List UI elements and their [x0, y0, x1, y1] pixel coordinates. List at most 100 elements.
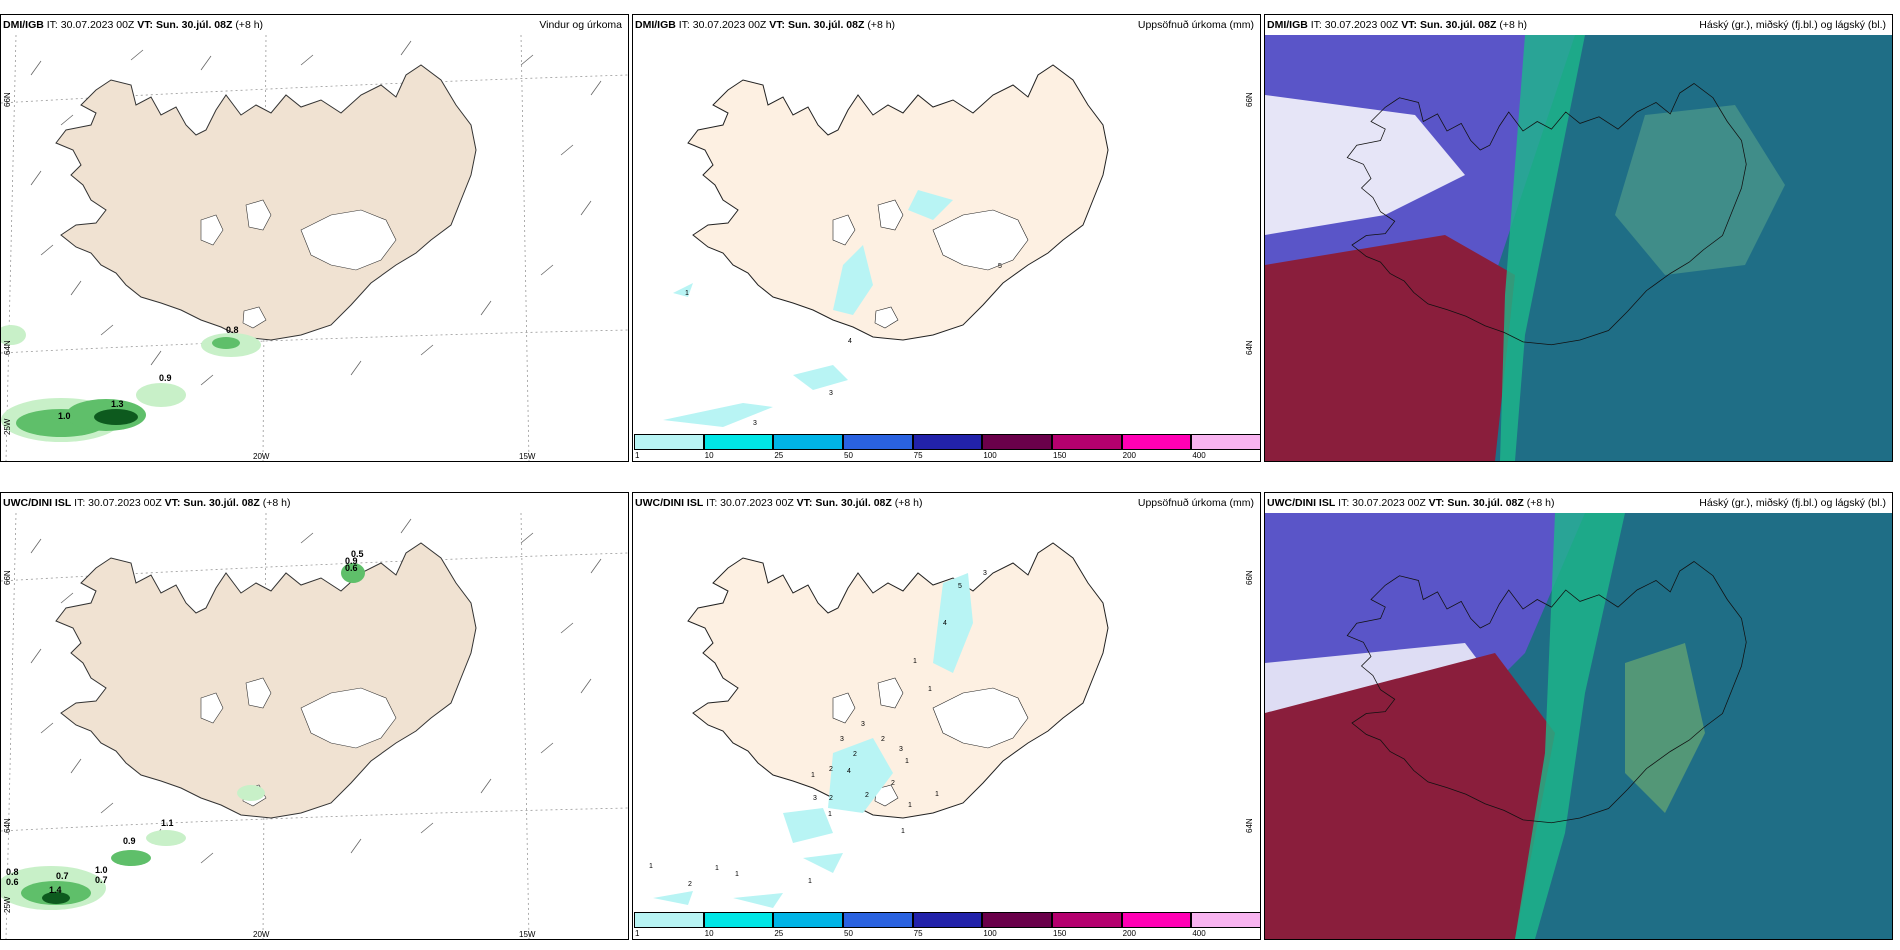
lead-time: (+8 h) [867, 19, 896, 31]
colorbar-tick: 100 [983, 451, 997, 460]
precip-label: 1.1 [161, 818, 174, 828]
lead-time: (+8 h) [235, 19, 264, 31]
colorbar: 1 10 25 50 75 100 150 200 400 [634, 912, 1260, 938]
lat-label: 66N [1245, 92, 1254, 107]
colorbar-swatch [1121, 912, 1192, 928]
colorbar-swatch [634, 434, 704, 450]
valid-time: Sun. 30.júl. 08Z [155, 19, 233, 31]
accum-label: 5 [998, 263, 1002, 270]
precip-label: 0.5 [351, 549, 364, 559]
accum-label: 1 [808, 878, 812, 885]
accum-label: 2 [829, 795, 833, 802]
lon-label: 25W [3, 418, 12, 435]
model-name: DMI/IGB [3, 19, 44, 31]
precip-label: 0.8 [6, 867, 19, 877]
precip-label: 0.9 [345, 556, 358, 566]
accum-label: 3 [899, 746, 903, 753]
accum-label: 3 [840, 736, 844, 743]
precip-label: 1.3 [111, 399, 124, 409]
wind-barbs [30, 40, 602, 386]
panel-dmi-accum-precip: DMI/IGB IT: 30.07.2023 00Z VT: Sun. 30.j… [632, 14, 1261, 462]
precip-label: 0.7 [56, 871, 69, 881]
colorbar-swatch [1052, 434, 1122, 450]
colorbar-tick: 1 [635, 451, 640, 460]
valid-time-label: VT: [1401, 19, 1418, 31]
lon-label: 25W [3, 896, 12, 913]
lat-label: 66N [3, 92, 12, 107]
accum-label: 1 [913, 658, 917, 665]
accum-label: 1 [811, 772, 815, 779]
colorbar-swatch [912, 434, 983, 450]
valid-time-label: VT: [137, 19, 154, 31]
accum-label: 3 [813, 795, 817, 802]
colorbar-tick: 25 [774, 451, 784, 460]
wind-precip-map [1, 35, 628, 461]
colorbar-tick: 10 [704, 929, 714, 938]
cloud-map [1265, 513, 1892, 939]
accum-label: 2 [688, 881, 692, 888]
init-time: IT: 30.07.2023 00Z [678, 19, 767, 31]
colorbar-swatch [982, 434, 1052, 450]
accum-label: 1 [935, 791, 939, 798]
init-time: IT: 30.07.2023 00Z [1338, 497, 1426, 509]
panel-header: DMI/IGB IT: 30.07.2023 00Z VT: Sun. 30.j… [633, 15, 1260, 35]
colorbar-tick: 100 [983, 929, 997, 938]
lat-label: 64N [3, 818, 12, 833]
model-name: DMI/IGB [635, 19, 676, 31]
accum-areas [663, 190, 953, 427]
lead-time: (+8 h) [1499, 19, 1528, 31]
precip-label: 0.7 [95, 875, 108, 885]
accum-label: 1 [905, 758, 909, 765]
precip-label: 0.9 [159, 373, 172, 383]
colorbar-swatch [1191, 434, 1260, 450]
colorbar-swatch [1121, 434, 1192, 450]
cloud-map [1265, 35, 1892, 461]
colorbar-tick: 1 [635, 929, 640, 938]
accum-label: 2 [865, 792, 869, 799]
panel-uwc-clouds: UWC/DINI ISL IT: 30.07.2023 00Z VT: Sun.… [1264, 492, 1893, 940]
lead-time: (+8 h) [894, 497, 923, 509]
colorbar-swatch [1191, 912, 1260, 928]
colorbar-swatch [773, 434, 843, 450]
model-name: DMI/IGB [1267, 19, 1308, 31]
product-title: Uppsöfnuð úrkoma (mm) [1137, 497, 1254, 509]
accum-label: 1 [908, 802, 912, 809]
colorbar-tick: 150 [1053, 451, 1067, 460]
colorbar-tick: 10 [704, 451, 714, 460]
colorbar-tick: 25 [774, 929, 784, 938]
product-title: Háský (gr.), miðský (fj.bl.) og lágský (… [1699, 497, 1886, 509]
valid-time: Sun. 30.júl. 08Z [1447, 497, 1524, 509]
panel-header: UWC/DINI ISL IT: 30.07.2023 00Z VT: Sun.… [1, 493, 628, 513]
panel-dmi-clouds: DMI/IGB IT: 30.07.2023 00Z VT: Sun. 30.j… [1264, 14, 1893, 462]
accum-label: 5 [958, 583, 962, 590]
init-time: IT: 30.07.2023 00Z [706, 497, 794, 509]
valid-time-label: VT: [164, 497, 181, 509]
accum-precip-map [633, 513, 1260, 939]
colorbar-tick: 50 [844, 929, 853, 938]
product-title: Háský (gr.), miðský (fj.bl.) og lágský (… [1699, 19, 1886, 31]
accum-label: 1 [928, 686, 932, 693]
valid-time-label: VT: [769, 19, 786, 31]
colorbar-swatch [634, 912, 704, 928]
product-title: Vindur og úrkoma [539, 19, 622, 31]
lat-label: 64N [3, 340, 12, 355]
colorbar-swatch [843, 434, 913, 450]
accum-label: 1 [901, 828, 905, 835]
precip-label: 0.8 [226, 325, 239, 335]
colorbar-tick: 75 [913, 451, 923, 460]
colorbar-swatch [1052, 912, 1122, 928]
colorbar-tick: 75 [913, 929, 923, 938]
colorbar-tick: 200 [1122, 451, 1137, 460]
colorbar-swatch [912, 912, 983, 928]
accum-label: 1 [649, 863, 653, 870]
accum-label: 2 [853, 751, 857, 758]
wind-precip-map [1, 513, 628, 939]
lead-time: (+8 h) [1526, 497, 1555, 509]
panel-header: DMI/IGB IT: 30.07.2023 00Z VT: Sun. 30.j… [1265, 15, 1892, 35]
model-name: UWC/DINI ISL [635, 497, 704, 509]
lat-label: 66N [1245, 570, 1254, 585]
panel-header: UWC/DINI ISL IT: 30.07.2023 00Z VT: Sun.… [1265, 493, 1892, 513]
colorbar-tick: 400 [1192, 929, 1206, 938]
init-time: IT: 30.07.2023 00Z [74, 497, 162, 509]
valid-time: Sun. 30.júl. 08Z [787, 19, 865, 31]
